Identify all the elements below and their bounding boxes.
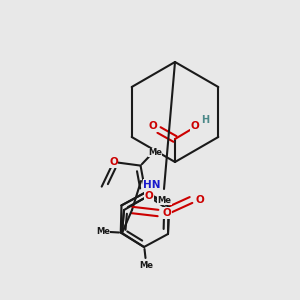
- Text: HN: HN: [143, 180, 161, 190]
- Text: O: O: [163, 208, 171, 218]
- Text: Me: Me: [96, 226, 110, 236]
- Text: O: O: [190, 121, 200, 131]
- Text: O: O: [109, 157, 118, 167]
- Text: O: O: [148, 121, 158, 131]
- Text: Me: Me: [148, 148, 162, 157]
- Text: Me: Me: [139, 260, 153, 269]
- Text: O: O: [196, 195, 204, 205]
- Text: Me: Me: [158, 196, 171, 205]
- Text: O: O: [145, 191, 153, 201]
- Text: H: H: [201, 115, 209, 125]
